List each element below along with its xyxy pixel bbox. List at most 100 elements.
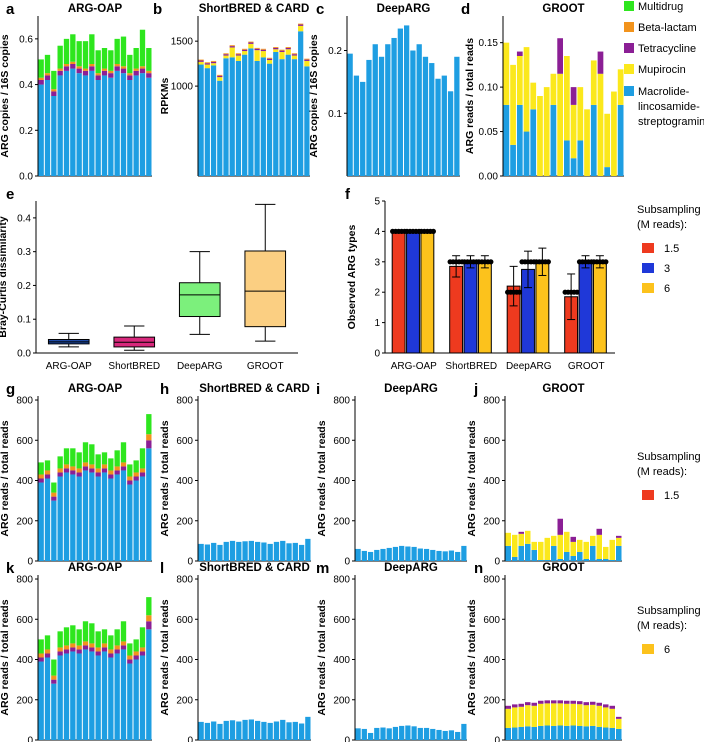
y-tick-label-h: 600 [176, 436, 193, 447]
bar-n-tetracycline [564, 700, 570, 704]
bar-a-tetracycline [82, 70, 89, 76]
data-point-f [488, 259, 494, 265]
bar-h-mls [261, 542, 267, 561]
bar-b-beta-lactam [285, 47, 291, 48]
bar-j-mupirocin [557, 534, 563, 559]
bar-k-mls [139, 655, 146, 740]
legend-label-mupirocin: Mupirocin [638, 64, 686, 76]
bar-j-mls [518, 545, 524, 561]
bar-d-tetracycline [597, 51, 604, 74]
bar-d-mls [516, 104, 523, 176]
bar-m-mls [436, 729, 442, 740]
y-axis-label-a: ARG copies / 16S copies [0, 34, 11, 157]
bar-b-mupirocin [279, 51, 285, 60]
bar-d-mupirocin [577, 87, 584, 141]
y-tick-label-a: 0.2 [19, 126, 33, 137]
bar-b-mls [291, 59, 298, 176]
bar-b-mupirocin [210, 63, 217, 66]
bar-a-beta-lactam [95, 73, 101, 76]
bar-l-mls [255, 720, 261, 740]
panel-letter-a: a [6, 1, 15, 18]
bar-k-multidrug [114, 629, 120, 646]
bar-f-6 [420, 230, 435, 354]
y-tick-label-k: 0 [27, 736, 33, 742]
y-tick-label-e: 0.4 [17, 213, 31, 224]
bar-d-mupirocin [584, 109, 590, 176]
bar-a-multidrug [108, 50, 114, 71]
subsampling-level-2: 6 [664, 283, 670, 295]
bar-a-beta-lactam [70, 61, 76, 64]
bar-d-mupirocin [530, 82, 537, 110]
y-tick-label-c: 0.2 [328, 46, 342, 57]
bar-a-beta-lactam [76, 66, 82, 69]
bar-b-beta-lactam [217, 74, 223, 76]
y-tick-label-k: 800 [16, 575, 33, 586]
subsampling-level-0: 1.5 [664, 490, 679, 502]
bar-k-tetracycline [101, 647, 108, 652]
bar-c-mls [385, 44, 391, 177]
bar-b-mupirocin [298, 25, 304, 32]
bar-a-tetracycline [127, 75, 133, 80]
bar-a-mls [146, 77, 152, 176]
bar-b-beta-lactam [266, 57, 273, 59]
bar-g-mls [146, 448, 152, 561]
bar-b-beta-lactam [298, 23, 304, 25]
bar-l-mls [292, 721, 298, 740]
bar-j-mls [544, 559, 550, 561]
bar-a-tetracycline [89, 66, 95, 71]
subsampling-swatch-0 [642, 644, 654, 654]
bar-a-multidrug [76, 41, 82, 67]
bar-g-tetracycline [44, 474, 51, 479]
bar-a-beta-lactam [44, 73, 51, 76]
bar-d-mls [510, 144, 516, 176]
y-tick-label-n: 200 [483, 695, 500, 706]
bar-l-mls [273, 721, 280, 740]
y-tick-label-i: 0 [344, 557, 350, 568]
bar-k-mls [70, 651, 76, 740]
subsampling-swatch-0 [642, 243, 654, 253]
bar-n-tetracycline [570, 700, 576, 704]
bar-g-tetracycline [108, 474, 114, 479]
bar-b-mls [217, 80, 223, 176]
bar-b-mupirocin [304, 60, 310, 67]
bar-b-beta-lactam [254, 47, 260, 49]
y-axis-label-f: Observed ARG types [346, 225, 358, 330]
bar-n-mupirocin [531, 705, 537, 727]
bar-g-multidrug [95, 454, 101, 469]
bar-g-beta-lactam [89, 464, 95, 469]
y-tick-label-h: 400 [176, 476, 193, 487]
bar-d-tetracycline [557, 38, 563, 74]
bar-g-multidrug [89, 444, 95, 465]
bar-g-beta-lactam [127, 476, 133, 481]
bar-b-mls [223, 58, 229, 176]
bar-a-mls [89, 70, 95, 176]
bar-a-beta-lactam [146, 70, 152, 74]
legend-swatch-3 [624, 64, 634, 74]
bar-l-mls [261, 721, 267, 740]
bar-b-tetracycline [235, 54, 242, 56]
bar-k-tetracycline [108, 653, 114, 658]
bar-k-beta-lactam [76, 645, 82, 650]
x-tick-label-e: GROOT [247, 361, 284, 372]
bar-j-mupirocin [505, 532, 511, 546]
bar-j-tetracycline [557, 518, 563, 535]
bar-k-mls [133, 659, 139, 740]
bar-a-mls [82, 75, 89, 176]
bar-n-mupirocin [603, 707, 609, 728]
bar-n-tetracycline [538, 700, 544, 704]
bar-j-tetracycline [570, 536, 576, 542]
bar-f-1.5 [391, 230, 406, 354]
bar-h-mls [280, 540, 286, 561]
panel-title-n: GROOT [542, 562, 584, 574]
bar-k-multidrug [101, 629, 108, 644]
bar-n-mupirocin [538, 703, 544, 726]
bar-j-mupirocin [551, 535, 557, 546]
bar-n-mupirocin [564, 703, 570, 726]
bar-a-mls [63, 70, 70, 176]
y-tick-label-i: 800 [333, 396, 350, 407]
subsampling-swatch-0 [642, 490, 654, 500]
subsampling-swatch-2 [642, 283, 654, 293]
bar-g-beta-lactam [114, 466, 120, 471]
panel-letter-f: f [345, 186, 351, 203]
bar-j-mupirocin [531, 541, 537, 550]
